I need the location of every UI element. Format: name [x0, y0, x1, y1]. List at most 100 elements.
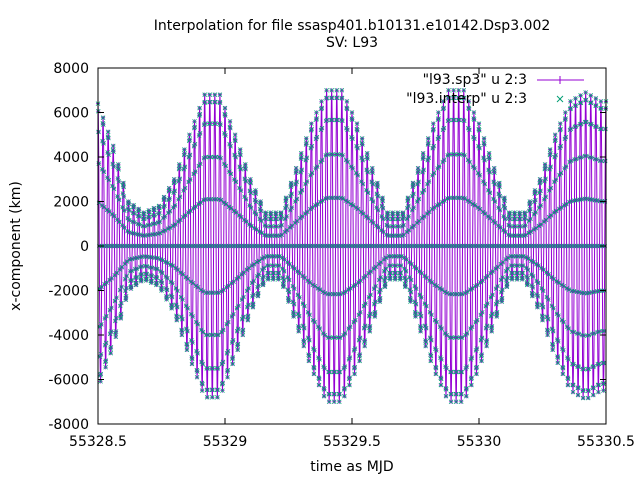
series-point-1 [207, 121, 213, 126]
series-point-1 [195, 322, 201, 327]
series-point-1 [380, 216, 386, 222]
series-point-1 [223, 133, 228, 138]
series-point-1 [230, 355, 236, 360]
series-point-1 [363, 301, 368, 306]
series-point-1 [121, 184, 126, 190]
series-point-1 [236, 303, 241, 309]
series-point-1 [258, 208, 264, 214]
series-point-1 [180, 297, 185, 302]
series-point-1 [266, 275, 271, 281]
series-point-1 [207, 92, 213, 97]
legend-marker-1 [556, 95, 564, 103]
y-tick-label: 6000 [53, 106, 89, 122]
series-point-1 [215, 366, 221, 371]
series-point-1 [385, 211, 391, 217]
series-point-1 [357, 335, 363, 341]
series-point-1 [220, 327, 226, 333]
series-point-1 [220, 359, 226, 365]
series-point-1 [111, 149, 116, 154]
series-point-1 [190, 314, 196, 319]
series-point-1 [253, 212, 259, 217]
series-point-1 [350, 166, 356, 171]
series-point-1 [101, 122, 106, 127]
series-point-1 [189, 361, 195, 367]
series-point-1 [319, 125, 325, 131]
series-point-1 [237, 147, 243, 152]
series-point-1 [235, 347, 240, 353]
series-point-1 [132, 220, 137, 225]
series-point-1 [198, 161, 203, 167]
series-point-1 [291, 301, 297, 307]
series-point-1 [205, 332, 211, 338]
series-point-1 [202, 99, 208, 105]
series-point-1 [266, 263, 272, 268]
series-point-1 [149, 273, 155, 279]
series-point-1 [267, 233, 272, 238]
series-point-1 [342, 331, 348, 336]
legend-label-1: "l93.interp" u 2:3 [406, 91, 527, 107]
x-tick-label: 55329.5 [323, 434, 381, 450]
series-point-1 [139, 277, 144, 282]
series-point-1 [352, 371, 357, 377]
series-point-1 [275, 254, 280, 259]
series-point-1 [212, 92, 218, 97]
series-point-1 [180, 316, 185, 322]
series-point-1 [139, 264, 145, 269]
series-point-1 [144, 271, 150, 277]
series-point-1 [157, 210, 162, 216]
series-point-1 [281, 277, 287, 283]
y-tick-label: 4000 [53, 150, 89, 166]
series-point-1 [304, 140, 309, 146]
series-point-1 [235, 341, 241, 347]
series-point-1 [108, 350, 113, 356]
series-point-1 [241, 294, 246, 300]
series-point-1 [249, 223, 254, 229]
series-point-1 [248, 190, 254, 196]
series-point-1 [255, 290, 261, 296]
series-point-1 [307, 337, 312, 343]
series-point-1 [380, 205, 386, 211]
series-point-1 [309, 121, 314, 126]
series-point-1 [330, 291, 336, 297]
series-point-1 [124, 259, 130, 264]
series-point-1 [248, 180, 253, 186]
series-point-1 [200, 361, 205, 367]
series-point-1 [377, 295, 383, 301]
series-point-1 [167, 188, 172, 193]
series-point-1 [301, 325, 307, 331]
series-point-1 [195, 369, 200, 374]
series-point-1 [215, 332, 221, 338]
series-point-1 [198, 200, 203, 205]
series-point-1 [182, 151, 187, 156]
series-point-1 [126, 217, 132, 223]
series-point-1 [334, 95, 340, 101]
series-point-1 [149, 265, 155, 271]
series-point-1 [238, 188, 244, 193]
series-point-1 [299, 154, 304, 160]
series-point-1 [208, 154, 213, 160]
series-point-1 [111, 164, 117, 169]
series-point-1 [337, 335, 343, 340]
series-point-1 [126, 208, 132, 213]
series-point-1 [225, 367, 231, 373]
series-point-1 [218, 155, 223, 161]
series-point-1 [259, 230, 264, 236]
series-point-1 [116, 167, 121, 172]
series-point-1 [350, 203, 356, 208]
series-point-1 [375, 193, 381, 199]
series-point-1 [261, 274, 266, 279]
series-point-1 [283, 197, 289, 202]
x-tick-label: 55330 [457, 434, 502, 450]
series-point-1 [297, 295, 302, 300]
series-point-1 [263, 211, 269, 217]
series-point-1 [200, 329, 206, 335]
series-point-1 [187, 177, 193, 182]
series-point-1 [276, 275, 281, 281]
series-point-1 [190, 280, 196, 286]
series-point-1 [131, 205, 137, 210]
series-point-1 [335, 152, 340, 157]
series-point-1 [281, 269, 287, 274]
series-point-1 [370, 199, 376, 204]
series-point-1 [337, 399, 342, 405]
series-point-1 [174, 304, 180, 310]
